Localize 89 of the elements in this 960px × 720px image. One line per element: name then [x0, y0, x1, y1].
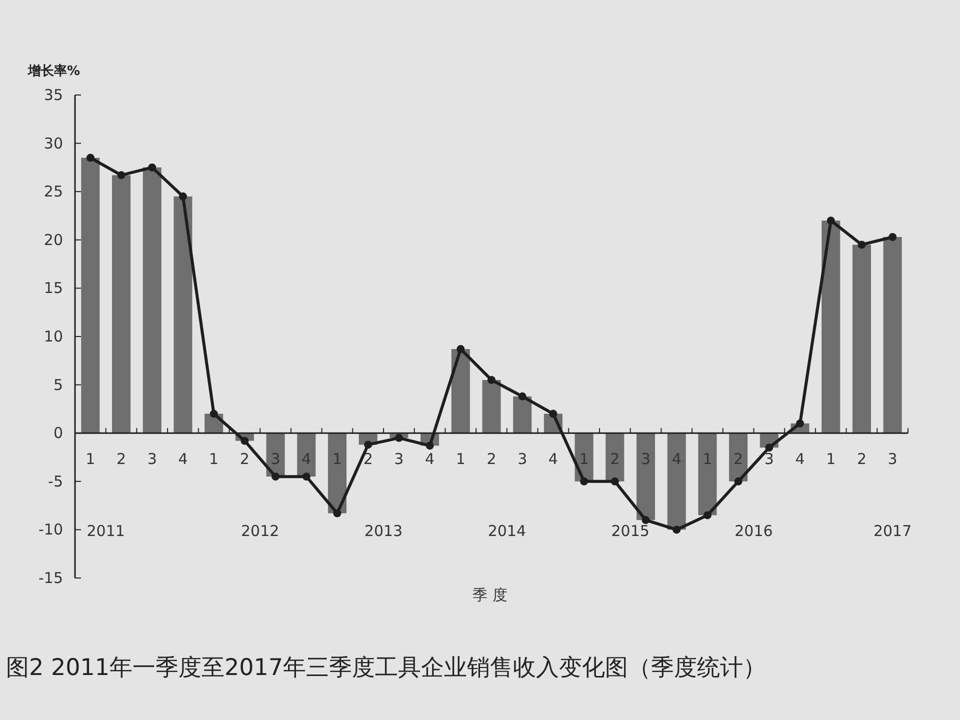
x-tick-label: 4 [795, 450, 805, 468]
x-tick-label: 3 [270, 450, 280, 468]
x-tick-label: 1 [579, 450, 589, 468]
y-tick-label: 35 [44, 86, 63, 104]
bar [174, 196, 192, 434]
y-tick-label: -15 [38, 569, 63, 587]
point [549, 410, 558, 418]
point [86, 154, 94, 162]
annotation: 2017 [873, 522, 912, 540]
point [148, 163, 156, 172]
x-tick-label: 4 [548, 450, 558, 468]
y-tick-label: 20 [44, 230, 63, 249]
point [888, 233, 897, 241]
point [642, 516, 650, 524]
bar [822, 220, 840, 434]
y-tick-label: -10 [38, 520, 63, 539]
x-tick-label: 3 [394, 450, 404, 468]
x-tick-label: 3 [518, 450, 528, 468]
y-tick-label: 15 [44, 279, 63, 298]
x-tick-label: 2 [486, 450, 496, 468]
annotation: 2016 [734, 522, 773, 540]
y-tick-label: 0 [53, 424, 63, 442]
bar [883, 237, 902, 434]
x-axis-title: 季 度 [472, 586, 508, 604]
point [333, 509, 342, 518]
bar [852, 244, 871, 434]
annotation: 2011 [86, 522, 125, 540]
x-tick-label: 1 [826, 450, 836, 468]
bar [112, 175, 131, 434]
x-tick-label: 3 [764, 450, 774, 468]
bar [698, 433, 717, 516]
x-tick-label: 4 [425, 450, 435, 468]
point [394, 434, 403, 442]
y-axis-title: 增长率% [27, 63, 80, 79]
x-tick-label: 4 [178, 450, 188, 468]
annotation: 2012 [241, 522, 280, 540]
x-tick-label: 1 [456, 450, 466, 468]
y-tick-label: 5 [53, 376, 63, 394]
bar [606, 433, 624, 482]
y-tick-label: -5 [48, 472, 63, 490]
bar [636, 433, 656, 520]
point [796, 419, 804, 428]
point [117, 171, 126, 180]
point [240, 436, 249, 445]
point [456, 345, 465, 354]
point [518, 392, 526, 400]
y-tick-label: 30 [44, 134, 63, 152]
bar [513, 396, 532, 434]
x-tick-label: 2 [734, 450, 744, 468]
point [858, 240, 866, 249]
point [488, 376, 496, 384]
point [765, 444, 774, 452]
point [426, 442, 434, 450]
x-tick-label: 3 [888, 450, 898, 468]
annotation: 2014 [488, 522, 526, 540]
point [734, 477, 742, 486]
point [272, 472, 280, 481]
x-tick-label: 1 [332, 450, 342, 468]
annotation: 2013 [364, 522, 403, 540]
x-tick-label: 4 [672, 450, 682, 468]
point [672, 526, 681, 534]
x-tick-label: 2 [856, 450, 866, 468]
bar [451, 349, 470, 434]
x-tick-label: 3 [147, 450, 157, 468]
point [826, 216, 835, 225]
point [302, 472, 310, 481]
point [610, 477, 619, 486]
bar [482, 380, 501, 434]
x-tick-label: 2 [363, 450, 373, 468]
annotation: 2015 [611, 522, 650, 540]
text: 图2 2011年一季度至2017年三季度工具企业销售收入变化图（季度统计） [6, 655, 766, 681]
point [364, 440, 372, 449]
x-tick-label: 1 [702, 450, 712, 468]
point [703, 511, 712, 520]
x-tick-label: 1 [86, 450, 96, 468]
point [178, 192, 187, 200]
point [580, 477, 588, 486]
bar [81, 158, 100, 434]
x-tick-label: 4 [302, 450, 312, 468]
x-tick-label: 3 [640, 450, 651, 468]
bar [142, 167, 162, 434]
y-tick-label: 10 [44, 328, 63, 346]
point [210, 410, 218, 418]
x-tick-label: 2 [610, 450, 620, 468]
x-tick-label: 2 [240, 450, 250, 468]
bar [667, 433, 686, 530]
x-tick-label: 1 [209, 450, 219, 468]
x-tick-label: 2 [116, 450, 126, 468]
y-tick-label: 25 [44, 182, 63, 201]
